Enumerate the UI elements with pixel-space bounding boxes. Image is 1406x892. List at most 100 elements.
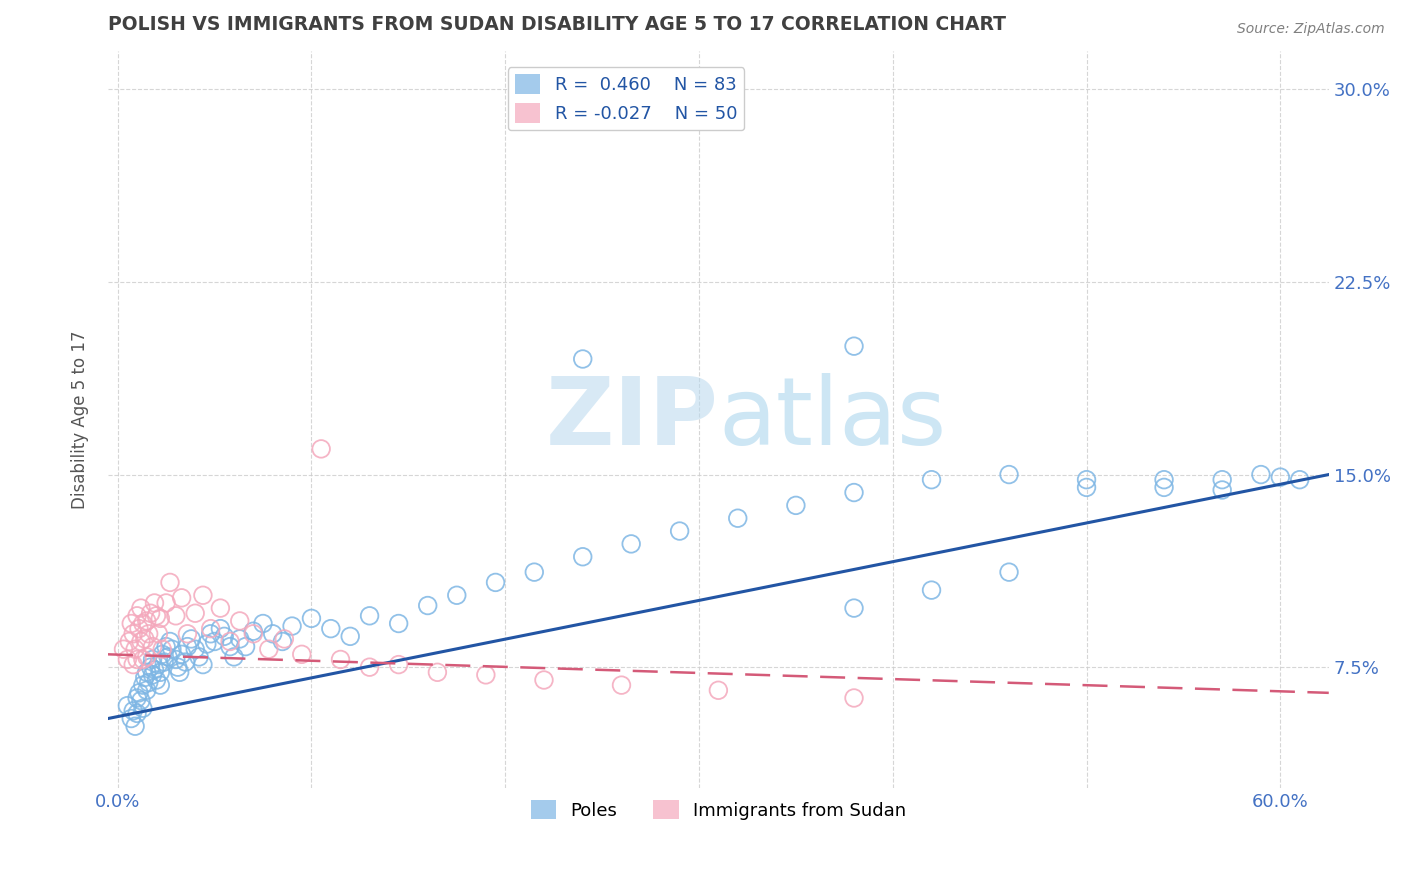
- Point: [142, 668, 165, 682]
- Point: [125, 608, 148, 623]
- Point: [339, 629, 361, 643]
- Point: [388, 657, 411, 672]
- Point: [998, 565, 1021, 579]
- Point: [139, 660, 162, 674]
- Point: [122, 657, 145, 672]
- Point: [157, 649, 180, 664]
- Point: [170, 648, 193, 662]
- Point: [112, 642, 135, 657]
- Y-axis label: Disability Age 5 to 17: Disability Age 5 to 17: [72, 330, 89, 508]
- Point: [319, 622, 342, 636]
- Point: [921, 583, 943, 598]
- Point: [117, 652, 139, 666]
- Point: [359, 660, 381, 674]
- Point: [212, 629, 235, 643]
- Point: [262, 627, 284, 641]
- Point: [124, 642, 146, 657]
- Point: [188, 649, 211, 664]
- Point: [257, 642, 280, 657]
- Point: [1288, 473, 1310, 487]
- Point: [842, 601, 865, 615]
- Point: [571, 549, 593, 564]
- Point: [143, 596, 166, 610]
- Point: [291, 648, 314, 662]
- Point: [785, 499, 807, 513]
- Point: [169, 665, 191, 680]
- Point: [166, 660, 188, 674]
- Point: [135, 614, 157, 628]
- Point: [122, 704, 145, 718]
- Point: [842, 485, 865, 500]
- Point: [135, 649, 157, 664]
- Point: [120, 616, 142, 631]
- Point: [484, 575, 506, 590]
- Point: [426, 665, 449, 680]
- Point: [132, 616, 155, 631]
- Point: [842, 339, 865, 353]
- Point: [118, 634, 141, 648]
- Point: [122, 627, 145, 641]
- Point: [416, 599, 439, 613]
- Point: [842, 690, 865, 705]
- Point: [1153, 480, 1175, 494]
- Point: [142, 640, 165, 654]
- Point: [176, 627, 198, 641]
- Point: [707, 683, 730, 698]
- Point: [148, 657, 170, 672]
- Point: [149, 678, 172, 692]
- Point: [148, 627, 170, 641]
- Point: [138, 627, 160, 641]
- Point: [145, 673, 167, 687]
- Point: [125, 690, 148, 705]
- Point: [222, 649, 245, 664]
- Legend: Poles, Immigrants from Sudan: Poles, Immigrants from Sudan: [523, 792, 914, 827]
- Point: [229, 614, 252, 628]
- Point: [125, 706, 148, 721]
- Point: [150, 648, 173, 662]
- Point: [200, 627, 222, 641]
- Point: [128, 686, 150, 700]
- Point: [159, 575, 181, 590]
- Point: [120, 712, 142, 726]
- Point: [1076, 480, 1098, 494]
- Point: [170, 591, 193, 605]
- Point: [184, 606, 207, 620]
- Point: [388, 616, 411, 631]
- Point: [150, 642, 173, 657]
- Point: [155, 596, 177, 610]
- Point: [191, 588, 214, 602]
- Point: [620, 537, 643, 551]
- Point: [229, 632, 252, 646]
- Point: [149, 611, 172, 625]
- Point: [1250, 467, 1272, 482]
- Point: [1211, 483, 1233, 497]
- Point: [191, 657, 214, 672]
- Point: [145, 608, 167, 623]
- Point: [1211, 473, 1233, 487]
- Point: [921, 473, 943, 487]
- Point: [273, 632, 295, 646]
- Point: [301, 611, 323, 625]
- Point: [219, 634, 242, 648]
- Point: [160, 642, 183, 657]
- Point: [180, 632, 202, 646]
- Point: [132, 678, 155, 692]
- Point: [242, 624, 264, 639]
- Point: [668, 524, 690, 538]
- Point: [135, 683, 157, 698]
- Point: [571, 351, 593, 366]
- Point: [1270, 470, 1292, 484]
- Text: ZIP: ZIP: [546, 374, 718, 466]
- Point: [271, 634, 294, 648]
- Text: atlas: atlas: [718, 374, 946, 466]
- Point: [523, 565, 546, 579]
- Point: [209, 622, 232, 636]
- Point: [235, 640, 257, 654]
- Point: [204, 634, 226, 648]
- Point: [135, 665, 157, 680]
- Point: [153, 655, 176, 669]
- Point: [143, 663, 166, 677]
- Point: [446, 588, 468, 602]
- Point: [142, 652, 165, 666]
- Point: [139, 606, 162, 620]
